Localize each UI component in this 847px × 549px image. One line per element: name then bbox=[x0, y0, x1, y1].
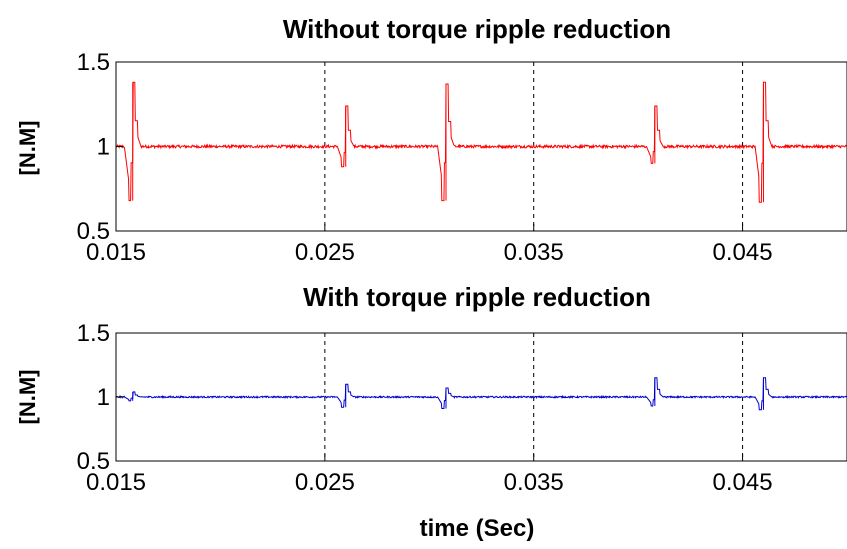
top-y-tick-label: 1 bbox=[97, 134, 110, 161]
x-axis-label: time (Sec) bbox=[420, 515, 535, 542]
top-x-tick-label: 0.025 bbox=[295, 239, 355, 266]
top-y-tick-label: 0.5 bbox=[77, 218, 110, 245]
bottom-series bbox=[115, 377, 847, 411]
bottom-series-line bbox=[115, 377, 847, 411]
bottom-y-axis-label: [N.M] bbox=[15, 370, 40, 425]
top-series-line bbox=[115, 81, 847, 203]
top-y-ticks: 0.5 1 1.5 bbox=[77, 49, 123, 245]
top-series bbox=[115, 81, 847, 203]
top-x-tick-label: 0.045 bbox=[713, 239, 773, 266]
top-x-tick-label: 0.015 bbox=[86, 239, 146, 266]
bottom-y-tick-label: 1 bbox=[97, 384, 110, 411]
bottom-y-ticks: 0.5 1 1.5 bbox=[77, 320, 123, 475]
bottom-x-tick-label: 0.045 bbox=[713, 469, 773, 496]
bottom-x-ticks: 0.015 0.025 0.035 0.045 bbox=[86, 454, 773, 496]
top-panel: Without torque ripple reduction 0.511.5 … bbox=[15, 14, 847, 266]
top-x-tick-label: 0.035 bbox=[504, 239, 564, 266]
top-chart-title: Without torque ripple reduction bbox=[283, 14, 671, 44]
bottom-x-tick-label: 0.035 bbox=[504, 469, 564, 496]
bottom-x-tick-label: 0.015 bbox=[86, 469, 146, 496]
bottom-panel: With torque ripple reduction 0.5 1 1.5 0.0… bbox=[15, 282, 847, 542]
bottom-x-tick-label: 0.025 bbox=[295, 469, 355, 496]
top-y-tick-label: 1.5 bbox=[77, 49, 110, 76]
bottom-y-tick-label: 1.5 bbox=[77, 320, 110, 347]
top-y-axis-label: [N.M] bbox=[15, 121, 40, 176]
bottom-y-tick-label: 0.5 bbox=[77, 448, 110, 475]
bottom-chart-title: With torque ripple reduction bbox=[303, 282, 651, 312]
top-x-ticks: 0.015 0.025 0.035 0.045 bbox=[86, 224, 773, 266]
